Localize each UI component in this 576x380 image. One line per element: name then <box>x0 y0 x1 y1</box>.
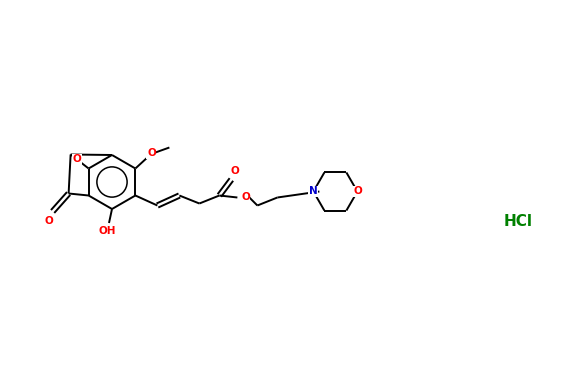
Text: HCl: HCl <box>503 214 532 230</box>
Text: O: O <box>241 193 250 203</box>
Text: OH: OH <box>98 226 116 236</box>
Text: O: O <box>230 166 239 176</box>
Text: O: O <box>72 155 81 165</box>
Text: O: O <box>147 149 156 158</box>
Text: O: O <box>353 187 362 196</box>
Text: N: N <box>309 187 318 196</box>
Text: O: O <box>44 215 53 225</box>
